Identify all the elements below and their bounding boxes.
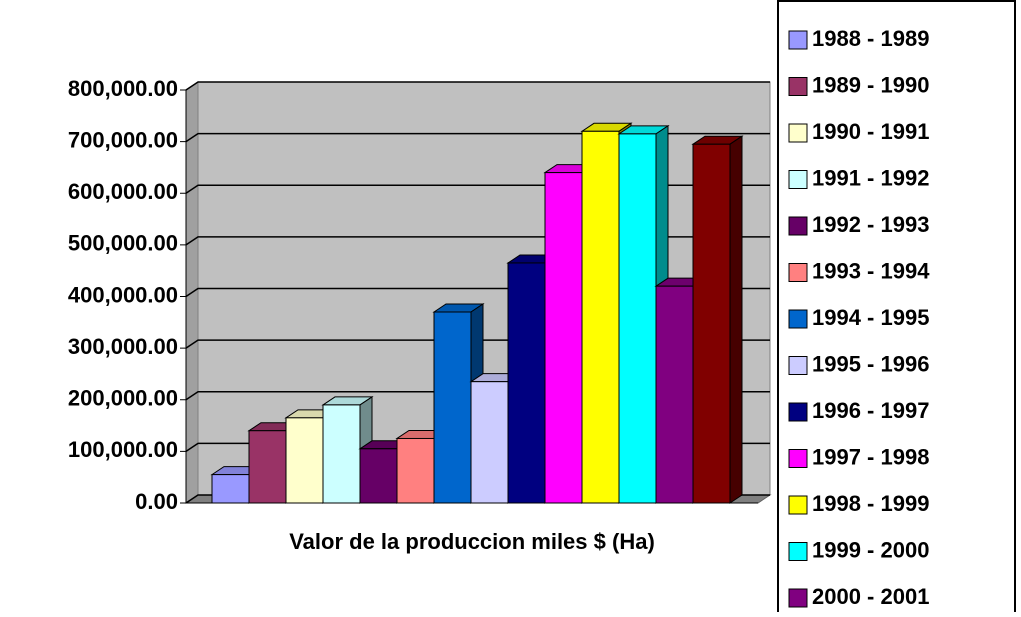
legend-swatch [788, 449, 808, 468]
legend-label: 1993 - 1994 [812, 258, 930, 283]
legend-swatch [788, 30, 808, 50]
grid-line [185, 81, 770, 91]
y-tick-label: 0.00 [135, 489, 178, 514]
bar-side [729, 135, 743, 504]
y-tick-label: 200,000.00 [68, 386, 178, 411]
legend-swatch [788, 170, 808, 189]
bar [618, 133, 657, 504]
legend-label: 2000 - 2001 [812, 584, 929, 609]
bar [544, 172, 583, 504]
legend-swatch [788, 77, 808, 96]
bar [396, 437, 435, 504]
bar [433, 311, 472, 504]
bar [470, 381, 509, 504]
legend-swatch [788, 542, 808, 561]
bar [359, 448, 398, 504]
y-tick-label: 800,000.00 [68, 76, 178, 101]
x-category-label: Valor de la produccion miles $ (Ha) [289, 529, 655, 554]
bar [248, 430, 287, 504]
legend-label: 1995 - 1996 [812, 351, 929, 376]
legend-swatch [788, 356, 808, 375]
legend-label: 1991 - 1992 [812, 165, 929, 190]
grid-line [185, 132, 770, 143]
y-tick-label: 500,000.00 [68, 231, 178, 256]
legend-swatch [788, 402, 808, 422]
legend-label: 1990 - 1991 [812, 119, 929, 144]
legend-label: 1996 - 1997 [812, 398, 929, 423]
bar [507, 262, 546, 504]
y-tick-label: 300,000.00 [68, 334, 178, 359]
legend-label: 1988 - 1989 [812, 26, 929, 51]
y-tick-label: 600,000.00 [68, 179, 178, 204]
legend-swatch [788, 123, 808, 143]
legend-swatch [788, 216, 808, 236]
y-tick-label: 100,000.00 [68, 437, 178, 462]
y-tick-label: 400,000.00 [68, 282, 178, 307]
legend-swatch [788, 495, 808, 515]
y-tick-label: 700,000.00 [68, 127, 178, 152]
bar [322, 404, 361, 504]
legend-label: 1999 - 2000 [812, 537, 929, 562]
legend-label: 1992 - 1993 [812, 212, 929, 237]
legend [777, 0, 1016, 617]
bar [655, 285, 694, 504]
legend-label: 1994 - 1995 [812, 305, 929, 330]
legend-label: 1997 - 1998 [812, 444, 929, 469]
legend-swatch [788, 263, 808, 282]
legend-label: 1998 - 1999 [812, 491, 929, 516]
legend-swatch [788, 309, 808, 329]
bar [581, 130, 620, 504]
legend-swatch [788, 588, 808, 608]
legend-label: 1989 - 1990 [812, 72, 929, 97]
bar [211, 474, 250, 504]
bar [692, 143, 731, 504]
bar [285, 417, 324, 504]
